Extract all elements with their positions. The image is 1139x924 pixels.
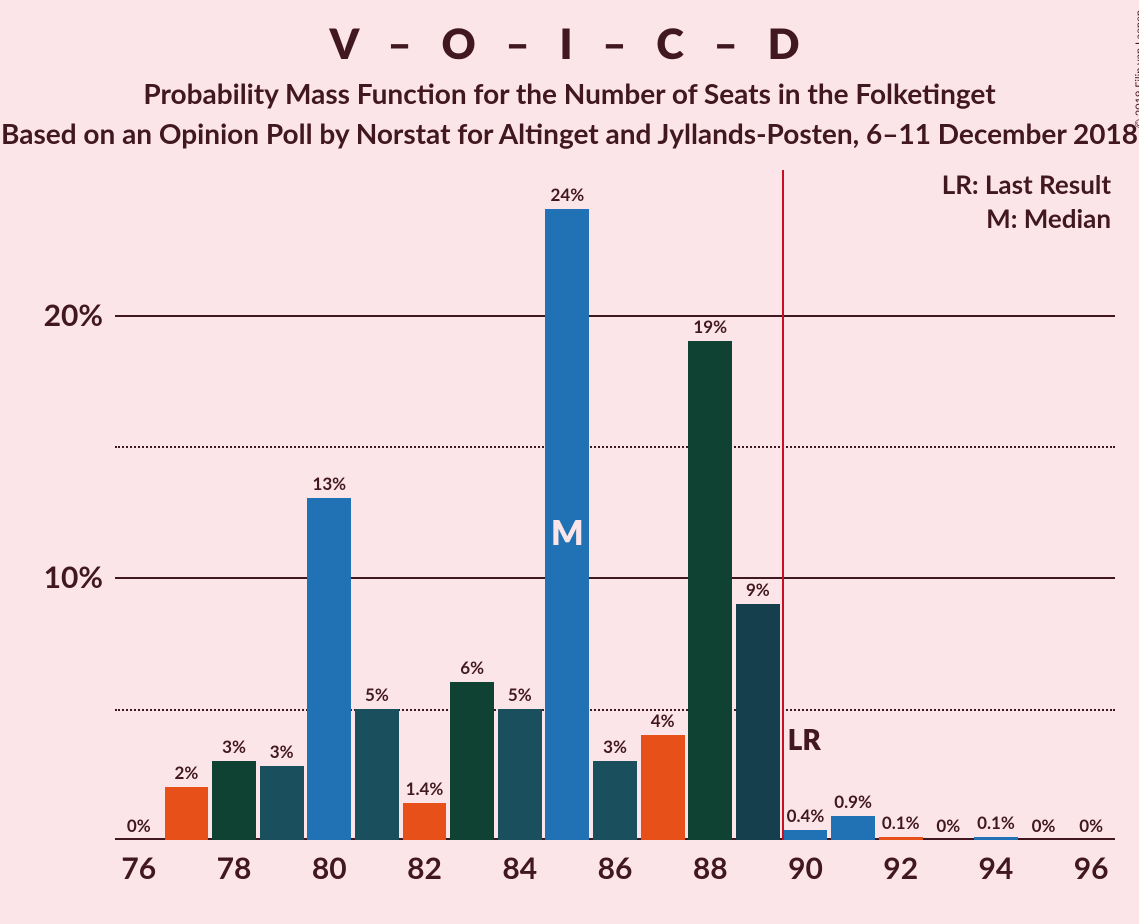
- last-result-line: [782, 170, 784, 840]
- bar: [355, 709, 399, 840]
- bar-value-label: 0.9%: [834, 791, 872, 812]
- x-axis-label: 90: [775, 850, 835, 886]
- legend-lr: LR: Last Result: [942, 168, 1111, 200]
- bar: [498, 709, 542, 840]
- chart-subtitle-2: Based on an Opinion Poll by Norstat for …: [0, 116, 1139, 150]
- bar-value-label: 6%: [460, 657, 484, 678]
- chart-subtitle-1: Probability Mass Function for the Number…: [0, 76, 1139, 110]
- bar-value-label: 0%: [1032, 815, 1056, 836]
- chart-title: V – O – I – C – D: [0, 18, 1139, 68]
- bar: [641, 735, 685, 840]
- bar-value-label: 3%: [222, 736, 246, 757]
- bar-value-label: 0.1%: [977, 812, 1015, 833]
- bar: [831, 816, 875, 840]
- x-axis-label: 78: [204, 850, 264, 886]
- chart-root: V – O – I – C – D Probability Mass Funct…: [0, 0, 1139, 924]
- y-axis-label: 20%: [13, 297, 103, 333]
- plot-inner: 10%20%0%2%3%3%13%5%1.4%6%5%24%3%4%19%9%0…: [115, 170, 1115, 840]
- bar-value-label: 24%: [551, 184, 585, 205]
- bar: [688, 341, 732, 840]
- x-axis-label: 76: [109, 850, 169, 886]
- bar: [260, 766, 304, 840]
- bar-value-label: 4%: [651, 710, 675, 731]
- bar: [212, 761, 256, 840]
- bar-value-label: 0%: [936, 815, 960, 836]
- bar: [307, 498, 351, 840]
- bar: [784, 830, 828, 841]
- plot-area: 10%20%0%2%3%3%13%5%1.4%6%5%24%3%4%19%9%0…: [115, 170, 1115, 840]
- bar-value-label: 3%: [270, 741, 294, 762]
- median-marker: M: [551, 512, 584, 553]
- bar: [403, 803, 447, 840]
- bar-value-label: 0%: [1079, 815, 1103, 836]
- bar: [593, 761, 637, 840]
- gridline-major: [115, 315, 1115, 317]
- legend-m: M: Median: [986, 202, 1111, 234]
- x-axis-label: 88: [680, 850, 740, 886]
- bar: [165, 787, 209, 840]
- x-axis-label: 80: [299, 850, 359, 886]
- bar-value-label: 5%: [365, 684, 389, 705]
- x-axis-label: 84: [490, 850, 550, 886]
- x-axis-label: 92: [871, 850, 931, 886]
- y-axis-label: 10%: [13, 559, 103, 595]
- bar-value-label: 1.4%: [406, 778, 444, 799]
- bar-value-label: 13%: [312, 473, 346, 494]
- bar-value-label: 0.1%: [882, 812, 920, 833]
- last-result-tag: LR: [788, 722, 821, 756]
- bar-value-label: 0%: [127, 815, 151, 836]
- x-axis-label: 86: [585, 850, 645, 886]
- bar: [736, 604, 780, 840]
- x-axis-label: 82: [395, 850, 455, 886]
- gridline-major: [115, 577, 1115, 579]
- bar-value-label: 3%: [603, 736, 627, 757]
- bar-value-label: 0.4%: [787, 805, 825, 826]
- bar: [879, 837, 923, 840]
- x-axis-label: 94: [966, 850, 1026, 886]
- bar-value-label: 9%: [746, 579, 770, 600]
- copyright-text: © 2019 Filip van Laenen: [1133, 10, 1139, 128]
- bar-value-label: 19%: [693, 316, 727, 337]
- gridline-minor: [115, 709, 1115, 711]
- bar-value-label: 2%: [175, 762, 199, 783]
- bar: [974, 837, 1018, 840]
- gridline-minor: [115, 446, 1115, 448]
- x-axis-label: 96: [1061, 850, 1121, 886]
- bar: [450, 682, 494, 840]
- bar-value-label: 5%: [508, 684, 532, 705]
